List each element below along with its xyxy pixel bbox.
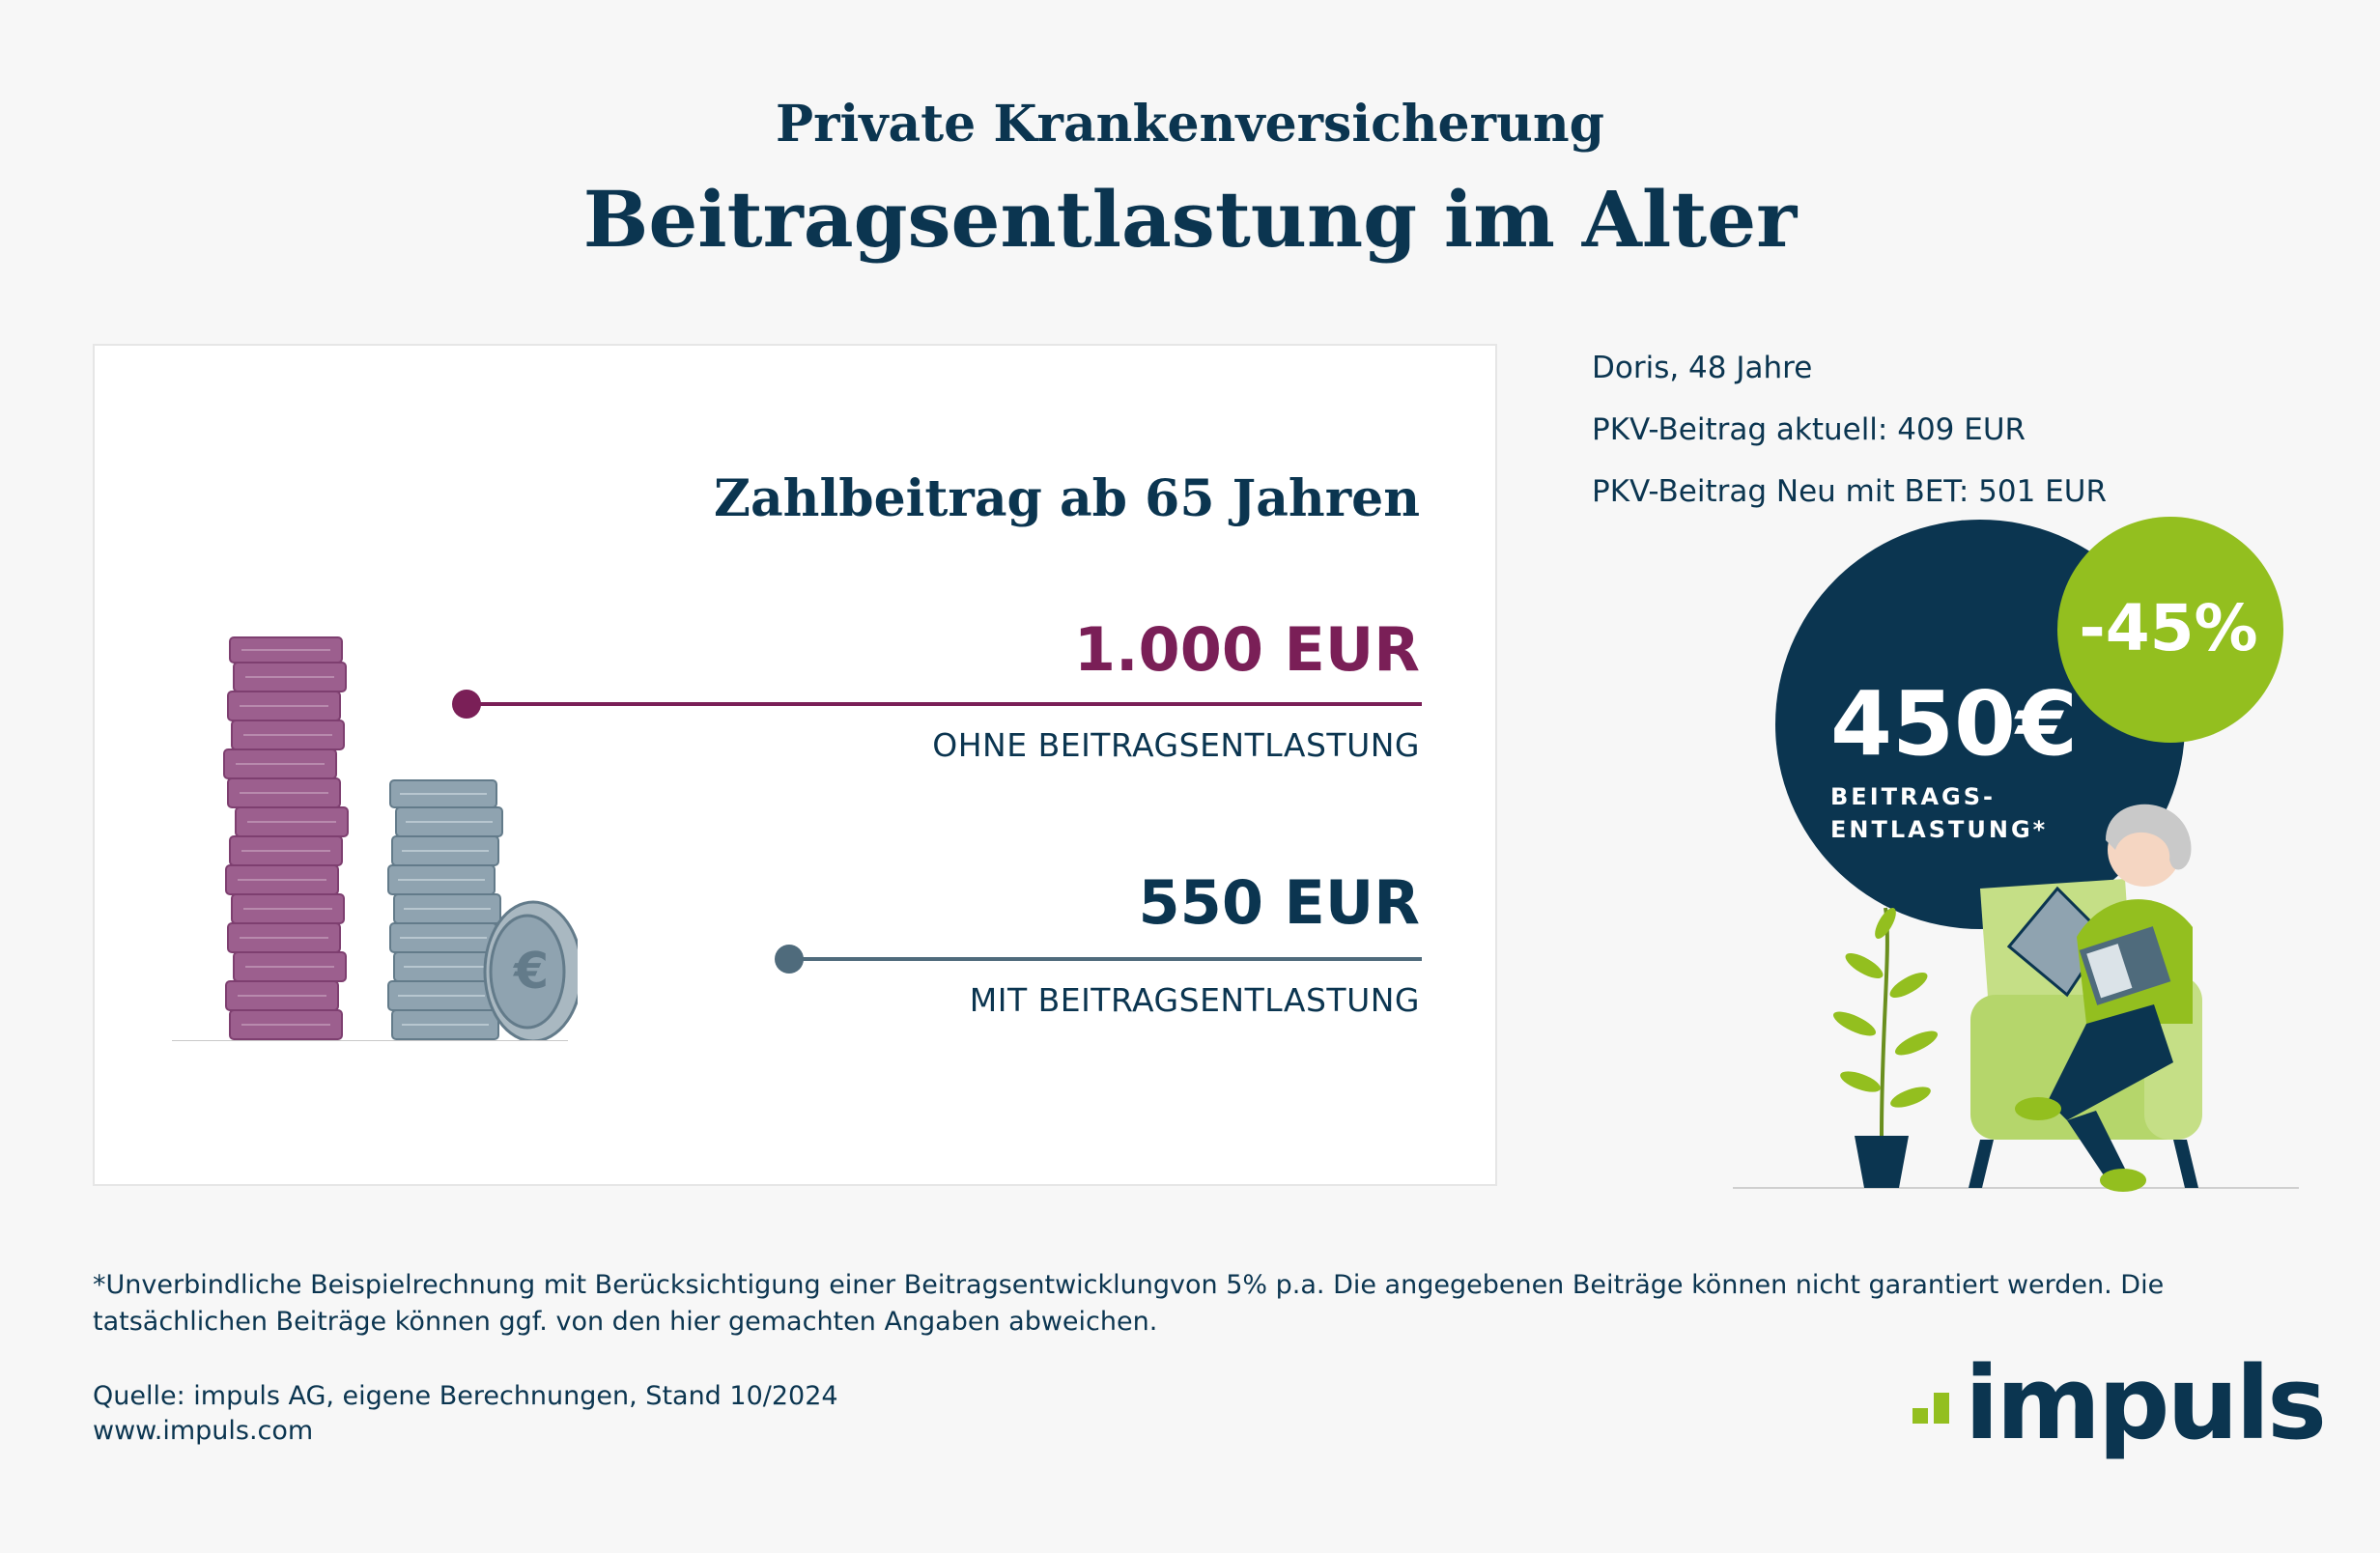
coin-stacks-illustration [172,636,578,1041]
profile-info: Doris, 48 Jahre PKV-Beitrag aktuell: 409… [1592,344,2107,529]
profile-new-premium: PKV-Beitrag Neu mit BET: 501 EUR [1592,474,2107,509]
comparison-card: Zahlbeitrag ab 65 Jahren [93,344,1497,1186]
euro-coin [483,900,578,1041]
connector-line-without [466,702,1422,706]
value-without-relief: 1.000 EUR [1073,614,1420,685]
percent-circle [2057,517,2283,743]
card-heading: Zahlbeitrag ab 65 Jahren [714,469,1420,528]
relief-label-line1: BEITRAGS- [1830,783,1996,810]
relief-amount-block: 450€ BEITRAGS- ENTLASTUNG* [1830,676,2078,846]
profile-current-premium: PKV-Beitrag aktuell: 409 EUR [1592,412,2026,447]
relief-label: BEITRAGS- ENTLASTUNG* [1830,780,2078,846]
source-block: Quelle: impuls AG, eigene Berechnungen, … [93,1379,838,1449]
source-text: Quelle: impuls AG, eigene Berechnungen, … [93,1381,838,1411]
relief-amount: 450€ [1830,672,2079,776]
person-icon [2015,804,2193,1192]
supertitle: Private Krankenversicherung [775,95,1605,154]
short-coin-stack [387,779,503,1040]
senior-reading-illustration [1733,517,2299,1192]
plant-icon [1832,907,1939,1188]
page-title: Beitragsentlastung im Alter [582,174,1798,265]
website-link[interactable]: www.impuls.com [93,1416,314,1446]
euro-symbol: € [514,943,550,1001]
relief-label-line2: ENTLASTUNG* [1830,816,2049,843]
caption-with-relief: MIT BEITRAGSENTLASTUNG [969,981,1420,1019]
caption-without-relief: OHNE BEITRAGSENTLASTUNG [932,726,1420,764]
tall-coin-stack [223,636,349,1040]
profile-name-age: Doris, 48 Jahre [1592,351,1813,385]
impuls-logo-bars-icon [1912,1393,1949,1424]
relief-percent-badge: -45% [2079,591,2258,665]
footnote: *Unverbindliche Beispielrechnung mit Ber… [93,1270,2165,1337]
impuls-logo: impuls [1965,1344,2327,1462]
connector-line-with [788,957,1422,961]
value-with-relief: 550 EUR [1138,867,1420,938]
